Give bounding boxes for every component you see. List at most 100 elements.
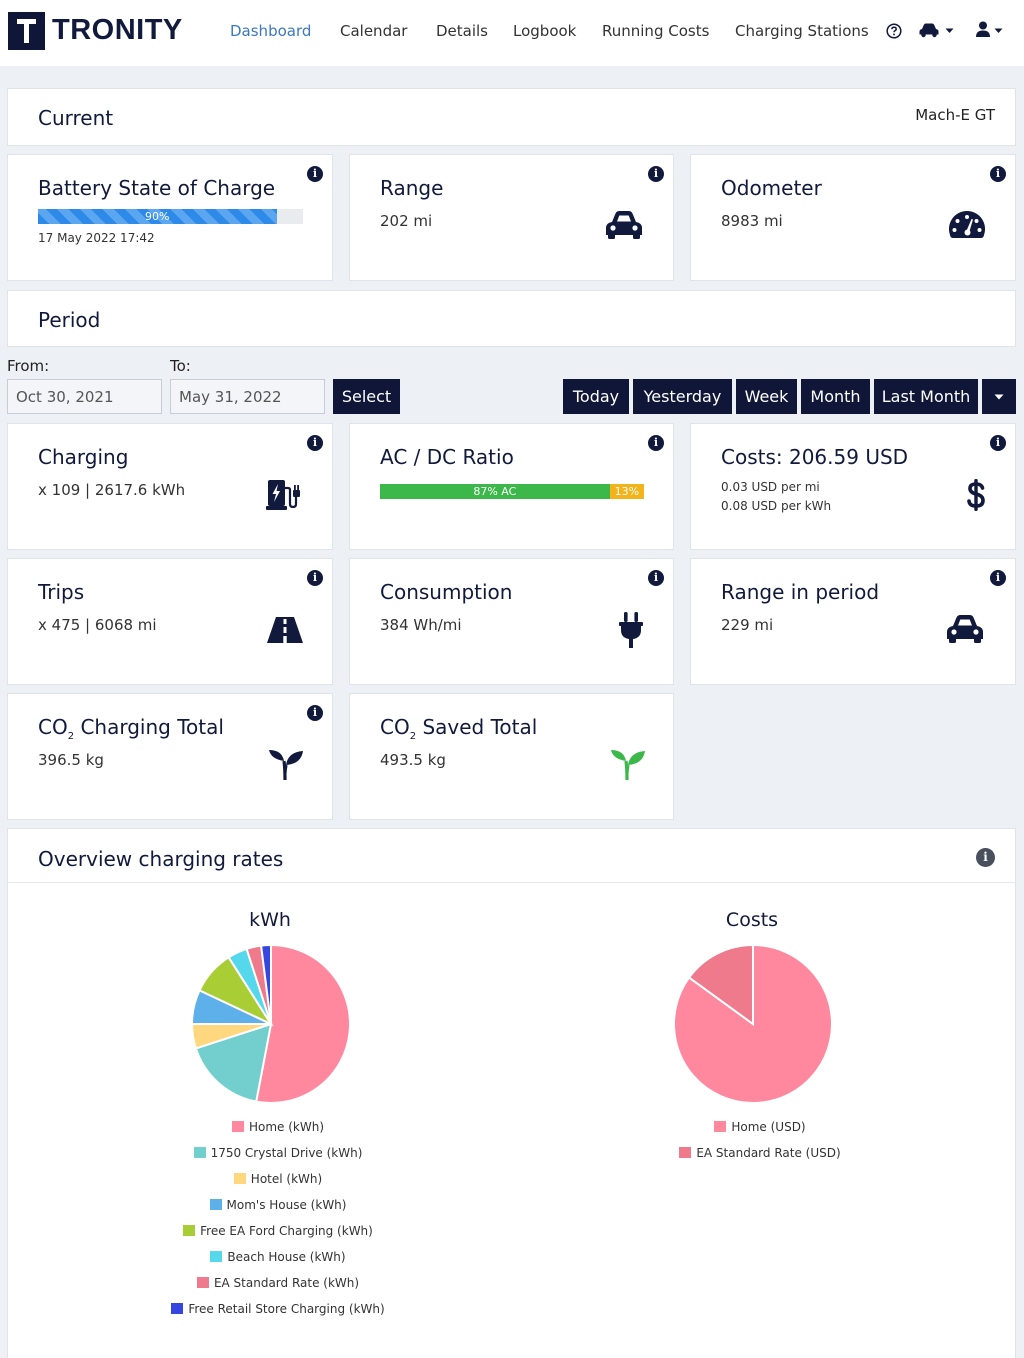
legend-swatch (714, 1121, 727, 1132)
info-icon[interactable]: i (990, 570, 1006, 586)
info-icon[interactable]: i (307, 166, 323, 182)
info-icon[interactable]: i (648, 435, 664, 451)
nav-logbook[interactable]: Logbook (513, 22, 577, 40)
from-label: From: (7, 357, 50, 375)
costs-chart-title: Costs (725, 909, 779, 931)
period-title: Period (38, 308, 101, 332)
info-icon[interactable]: i (648, 166, 664, 182)
info-icon[interactable]: i (307, 435, 323, 451)
kwh-legend-item[interactable]: Home (kWh) (128, 1120, 428, 1134)
info-icon[interactable]: i (307, 705, 323, 721)
nav-details[interactable]: Details (436, 22, 489, 40)
chevron-down-icon[interactable] (945, 28, 954, 34)
charging-station-icon (266, 480, 300, 510)
kwh-legend-item[interactable]: Free Retail Store Charging (kWh) (128, 1302, 428, 1316)
nav-running-costs[interactable]: Running Costs (602, 22, 710, 40)
to-date-input[interactable]: May 31, 2022 (170, 379, 325, 414)
kwh-pie-slice-1[interactable] (194, 1022, 273, 1103)
kwh-pie-slice-7[interactable] (259, 943, 272, 1025)
speedometer-icon (948, 210, 986, 238)
current-header-card: Current Mach-E GT (7, 88, 1016, 146)
battery-progress-track: 90% (38, 209, 303, 224)
kwh-legend-item[interactable]: Mom's House (kWh) (128, 1198, 428, 1212)
overview-divider (8, 882, 1015, 883)
kwh-chart-title: kWh (249, 909, 291, 931)
battery-title: Battery State of Charge (38, 176, 276, 200)
kwh-legend-item[interactable]: Hotel (kWh) (128, 1172, 428, 1186)
range-period-title: Range in period (721, 580, 880, 604)
costs-pie-slice-1[interactable] (687, 943, 754, 1026)
top-navbar: TRONITY Dashboard Calendar Details Logbo… (0, 0, 1024, 66)
plug-icon (619, 612, 643, 648)
nav-dashboard[interactable]: Dashboard (230, 22, 312, 40)
nav-calendar[interactable]: Calendar (340, 22, 408, 40)
kwh-pie-slice-0[interactable] (255, 943, 351, 1104)
trips-card: Trips x 475 | 6068 mi i (7, 558, 333, 685)
week-button[interactable]: Week (736, 379, 797, 414)
co2-charging-title: CO2 Charging Total (38, 715, 224, 742)
brand-logo-icon[interactable] (8, 12, 45, 50)
legend-swatch (233, 1173, 246, 1184)
overview-title: Overview charging rates (38, 847, 284, 871)
kwh-legend-item[interactable]: 1750 Crystal Drive (kWh) (128, 1146, 428, 1160)
info-icon[interactable]: i (976, 848, 995, 867)
legend-swatch (171, 1303, 184, 1314)
kwh-legend-item[interactable]: EA Standard Rate (kWh) (128, 1276, 428, 1290)
legend-label: EA Standard Rate (USD) (696, 1146, 841, 1160)
costs-legend-item[interactable]: EA Standard Rate (USD) (610, 1146, 910, 1160)
car-menu-icon[interactable] (918, 22, 940, 38)
overview-card: Overview charging rates i (7, 828, 1016, 1358)
battery-timestamp: 17 May 2022 17:42 (38, 231, 155, 245)
yesterday-button[interactable]: Yesterday (633, 379, 732, 414)
user-menu-icon[interactable] (975, 21, 991, 38)
select-button[interactable]: Select (333, 379, 400, 414)
legend-swatch (209, 1199, 222, 1210)
legend-swatch (210, 1251, 223, 1262)
cost-per-kwh: 0.08 USD per kWh (721, 499, 832, 513)
road-icon (267, 617, 303, 643)
to-label: To: (170, 357, 191, 375)
period-dropdown-button[interactable] (982, 379, 1016, 414)
ac-segment: 87% AC (380, 484, 610, 499)
battery-progress-fill: 90% (38, 209, 277, 224)
legend-label: Home (USD) (731, 1120, 806, 1134)
legend-label: Home (kWh) (248, 1120, 325, 1134)
range-card: Range 202 mi i (349, 154, 674, 281)
kwh-pie-chart (190, 943, 351, 1104)
range-value: 202 mi (380, 212, 433, 230)
co2-saved-card: CO2 Saved Total 493.5 kg (349, 693, 674, 820)
dollar-icon (967, 479, 985, 511)
info-icon[interactable]: i (990, 166, 1006, 182)
chevron-down-icon[interactable] (994, 28, 1003, 34)
legend-swatch (193, 1147, 206, 1158)
nav-charging-stations[interactable]: Charging Stations (735, 22, 869, 40)
kwh-legend-item[interactable]: Free EA Ford Charging (kWh) (128, 1224, 428, 1238)
co2-charging-card: CO2 Charging Total 396.5 kg i (7, 693, 333, 820)
range-title: Range (380, 176, 444, 200)
kwh-legend-item[interactable]: Beach House (kWh) (128, 1250, 428, 1264)
legend-swatch (679, 1147, 692, 1158)
legend-label: Free Retail Store Charging (kWh) (188, 1302, 385, 1316)
co2-charging-value: 396.5 kg (38, 751, 104, 769)
seedling-icon (611, 750, 645, 781)
info-icon[interactable]: i (990, 435, 1006, 451)
car-icon (606, 211, 642, 239)
today-button[interactable]: Today (563, 379, 629, 414)
info-icon[interactable]: i (648, 570, 664, 586)
question-circle-icon[interactable] (886, 23, 902, 39)
info-icon[interactable]: i (307, 570, 323, 586)
brand-name[interactable]: TRONITY (52, 14, 183, 46)
battery-percent-label: 90% (145, 210, 170, 223)
month-button[interactable]: Month (801, 379, 870, 414)
co2-saved-value: 493.5 kg (380, 751, 446, 769)
acdc-card: AC / DC Ratio i 87% AC 13% (349, 423, 674, 550)
costs-pie-chart (673, 943, 833, 1104)
last-month-button[interactable]: Last Month (874, 379, 978, 414)
cost-per-mi: 0.03 USD per mi (721, 480, 820, 494)
chevron-down-icon (994, 394, 1004, 400)
trips-title: Trips (38, 580, 85, 604)
costs-legend-item[interactable]: Home (USD) (610, 1120, 910, 1134)
from-date-input[interactable]: Oct 30, 2021 (7, 379, 162, 414)
period-header-card: Period (7, 290, 1016, 347)
car-icon (947, 615, 983, 643)
